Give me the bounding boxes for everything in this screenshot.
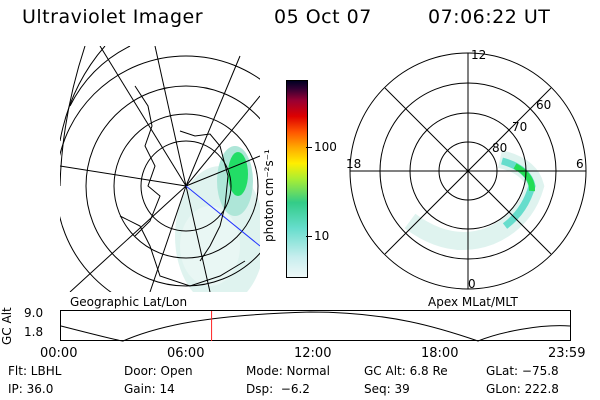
lat-label-60: 60: [536, 98, 552, 112]
timeline-plot: [60, 310, 571, 342]
status-glat: GLat: −75.8: [486, 364, 559, 378]
timeline-xtick-1200: 12:00: [294, 346, 332, 361]
colorbar-tick-label-100: 100: [314, 140, 337, 154]
status-seq: Seq: 39: [364, 382, 410, 396]
geographic-map: [60, 46, 260, 292]
colorbar-tick-100: [306, 147, 312, 148]
mlt-label-12: 12: [471, 48, 487, 62]
colorbar-label: photon cm⁻²s⁻¹: [262, 149, 276, 242]
status-ip: IP: 36.0: [8, 382, 54, 396]
geo-map-label: Geographic Lat/Lon: [70, 295, 188, 309]
mlt-label-0: 0: [468, 277, 476, 291]
timeline-xtick-2359: 23:59: [548, 346, 586, 361]
instrument-title: Ultraviolet Imager: [22, 6, 204, 28]
timeline-ytick-1.8: 1.8: [24, 325, 44, 339]
timeline-ylabel: GC Alt: [0, 307, 14, 345]
timeline-xtick-1800: 18:00: [421, 346, 459, 361]
timeline-xtick-0000: 00:00: [40, 346, 78, 361]
lat-label-80: 80: [492, 141, 508, 155]
status-door: Door: Open: [124, 364, 193, 378]
polar-map: [349, 52, 587, 290]
status-mode: Mode: Normal: [246, 364, 330, 378]
timeline-xtick-0600: 06:00: [167, 346, 205, 361]
lat-label-70: 70: [512, 120, 528, 134]
timeline-ytick-9: 9.0: [24, 306, 44, 320]
status-glon: GLon: 222.8: [486, 382, 559, 396]
status-flt: Flt: LBHL: [8, 364, 62, 378]
time-label: 07:06:22 UT: [428, 6, 551, 28]
polar-map-label: Apex MLat/MLT: [428, 295, 518, 309]
mlt-label-6: 6: [576, 157, 584, 171]
status-gain: Gain: 14: [124, 382, 175, 396]
date-label: 05 Oct 07: [274, 6, 372, 28]
status-gc-alt: GC Alt: 6.8 Re: [364, 364, 448, 378]
colorbar-tick-10: [306, 236, 312, 237]
status-dsp: Dsp: −6.2: [246, 382, 310, 396]
mlt-label-18: 18: [346, 157, 362, 171]
colorbar: [286, 80, 308, 278]
colorbar-tick-label-10: 10: [314, 229, 330, 243]
